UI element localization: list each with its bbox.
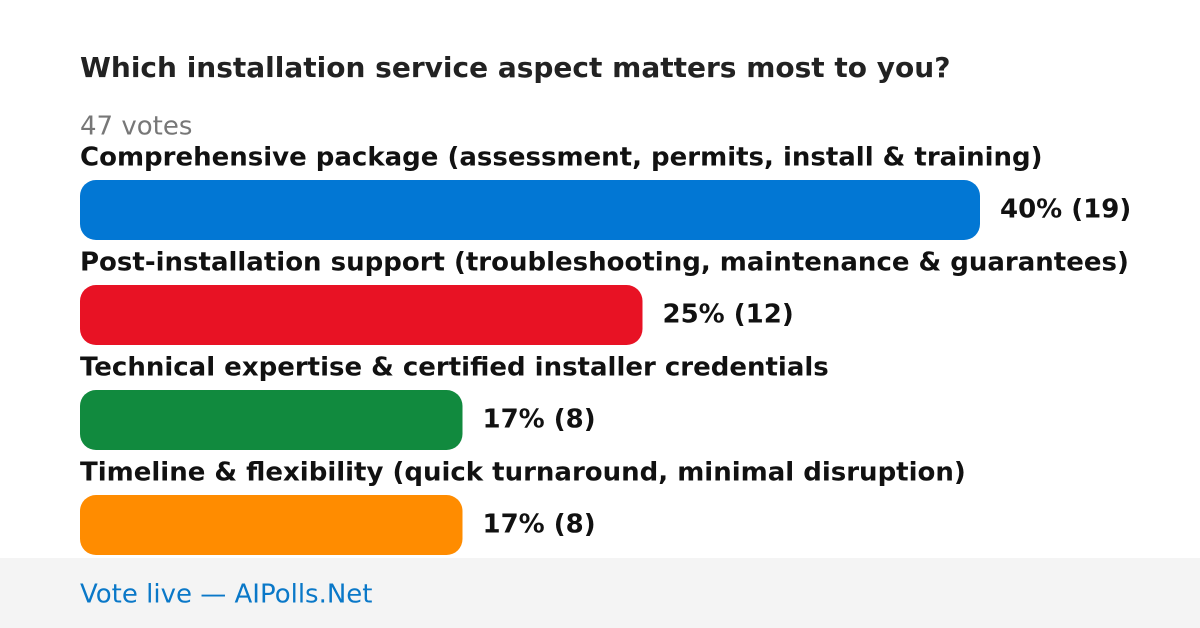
value-label: 40% (19): [1000, 195, 1131, 225]
footer-band: [0, 558, 1200, 628]
option-label: Comprehensive package (assessment, permi…: [80, 143, 1043, 173]
vote-count: 47 votes: [80, 112, 192, 142]
value-label: 17% (8): [483, 405, 596, 435]
bar: [80, 285, 643, 345]
option-label: Post-installation support (troubleshooti…: [80, 248, 1129, 278]
poll-title: Which installation service aspect matter…: [80, 51, 950, 84]
option-label: Technical expertise & certified installe…: [80, 353, 829, 383]
footer-link[interactable]: Vote live — AIPolls.Net: [80, 580, 373, 610]
bar: [80, 495, 463, 555]
bar: [80, 390, 463, 450]
value-label: 17% (8): [483, 510, 596, 540]
value-label: 25% (12): [663, 300, 794, 330]
bar: [80, 180, 980, 240]
option-label: Timeline & flexibility (quick turnaround…: [80, 458, 966, 488]
